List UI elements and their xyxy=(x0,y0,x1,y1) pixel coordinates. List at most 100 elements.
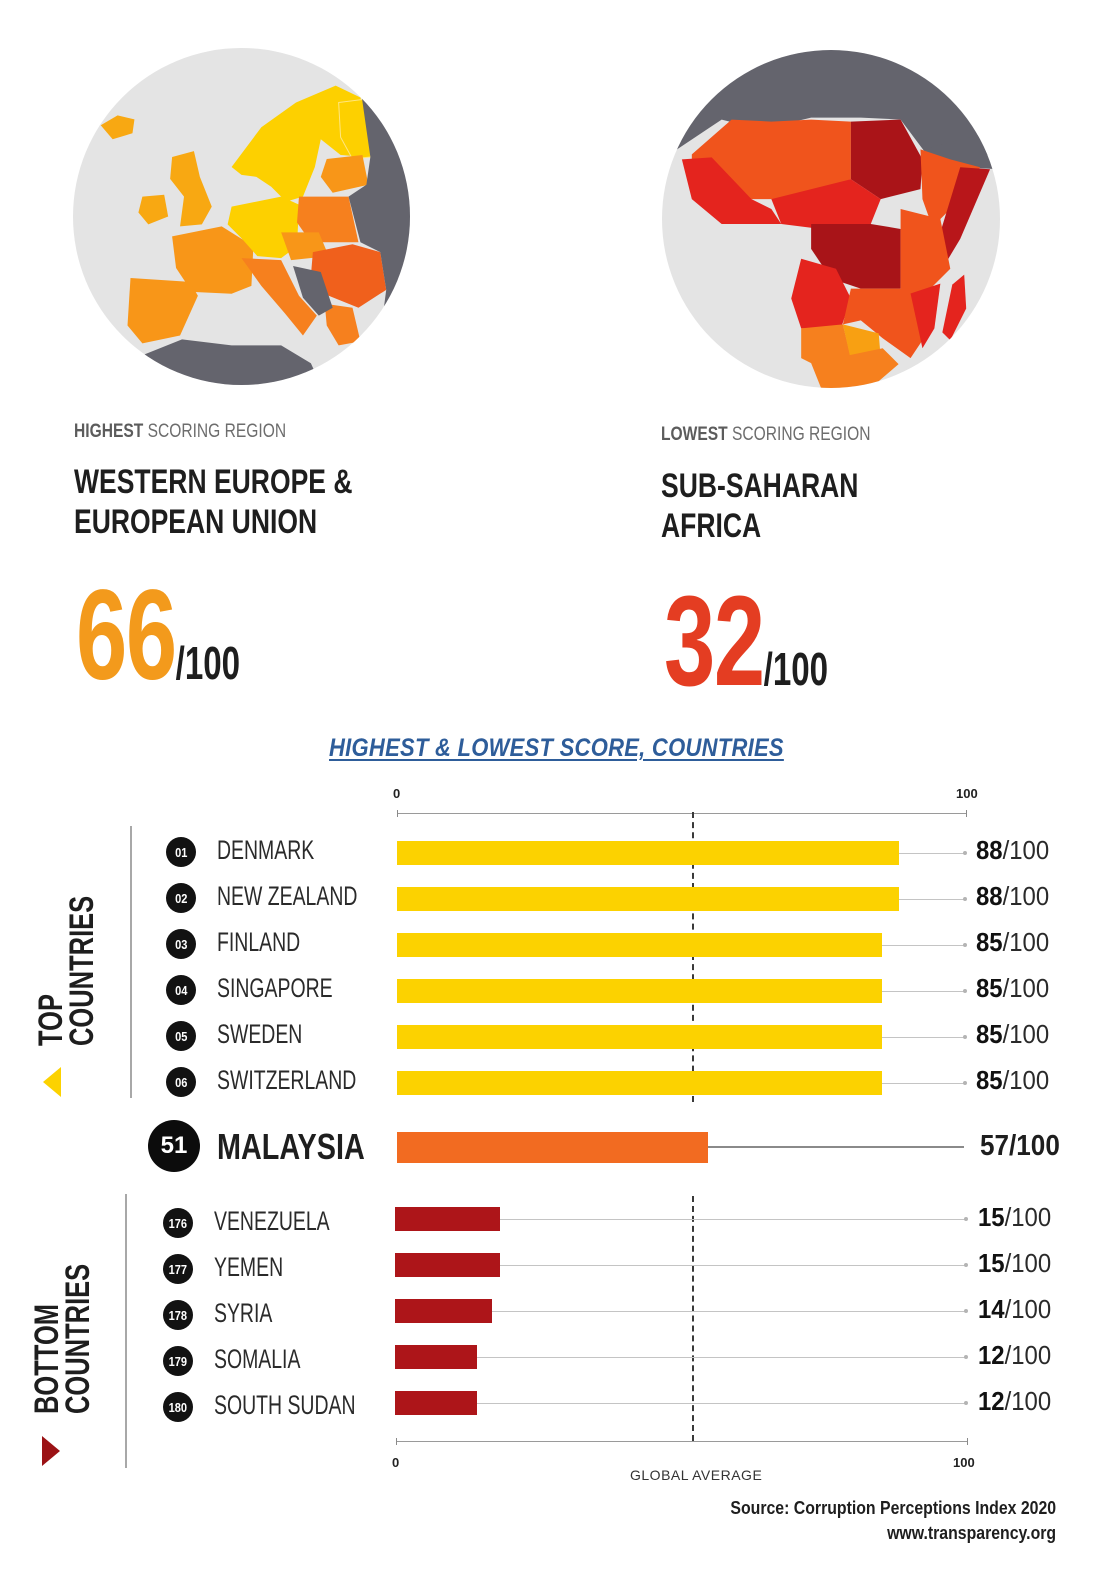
rank-number: 05 xyxy=(174,1028,188,1044)
rank-number: 176 xyxy=(168,1215,188,1231)
yellow-triangle-icon xyxy=(43,1067,61,1097)
score-label: 88/100 xyxy=(976,881,1049,911)
rank-badge: 178 xyxy=(163,1300,193,1330)
africa-map xyxy=(662,50,1000,388)
global-average-line-top xyxy=(692,812,694,1102)
red-triangle-icon xyxy=(42,1436,60,1466)
kicker-bold: LOWEST xyxy=(661,424,728,445)
rank-badge: 04 xyxy=(166,975,196,1005)
rank-number: 04 xyxy=(174,982,188,998)
lowest-region-kicker: LOWEST SCORING REGION xyxy=(661,424,870,446)
rank-badge: 177 xyxy=(163,1254,193,1284)
country-name: SWEDEN xyxy=(217,1019,303,1049)
bottom-axis-tick-min xyxy=(396,1438,397,1445)
score-label: 88/100 xyxy=(976,835,1049,865)
score-value: 15 xyxy=(978,1248,1005,1278)
top-group-rule xyxy=(130,826,132,1098)
source-text: Source: Corruption Perceptions Index 202… xyxy=(730,1498,1056,1518)
score-label: 12/100 xyxy=(978,1340,1051,1370)
score-label: 15/100 xyxy=(978,1202,1051,1232)
region-name-line-2: AFRICA xyxy=(661,507,762,545)
score-bar xyxy=(397,841,899,865)
score-value: 12 xyxy=(978,1386,1005,1416)
kicker-rest: SCORING REGION xyxy=(727,424,871,445)
leader-line xyxy=(882,945,966,946)
leader-dot xyxy=(964,1401,968,1405)
table-row: 06 SWITZERLAND 85/100 xyxy=(0,1062,1112,1102)
country-name: SOMALIA xyxy=(214,1344,301,1374)
score-label: 85/100 xyxy=(976,1019,1049,1049)
bottom-axis-max-label: 100 xyxy=(953,1455,975,1470)
rank-number: 177 xyxy=(168,1261,188,1277)
table-row: 177 YEMEN 15/100 xyxy=(0,1248,1112,1289)
country-name: YEMEN xyxy=(214,1252,284,1282)
leader-dot xyxy=(963,897,967,901)
chart-title: HIGHEST & LOWEST SCORE, COUNTRIES xyxy=(0,734,1112,763)
leader-dot xyxy=(963,1035,967,1039)
top-axis-tick-max xyxy=(966,810,967,817)
rank-badge: 180 xyxy=(163,1392,193,1422)
score-bar xyxy=(397,1025,882,1049)
rank-number: 179 xyxy=(168,1353,188,1369)
country-name: SWITZERLAND xyxy=(217,1065,357,1095)
score-label: 14/100 xyxy=(978,1294,1051,1324)
rank-number: 03 xyxy=(174,936,188,952)
score-value: 14 xyxy=(978,1294,1005,1324)
rank-badge: 02 xyxy=(166,883,196,913)
leader-line xyxy=(477,1357,966,1358)
score-label: 15/100 xyxy=(978,1248,1051,1278)
highlight-row-malaysia: 51 MALAYSIA 57/100 xyxy=(0,1120,1112,1176)
leader-dot xyxy=(964,1263,968,1267)
score-value: 88 xyxy=(976,835,1003,865)
score-denominator: /100 xyxy=(1004,1386,1052,1416)
leader-line xyxy=(500,1219,966,1220)
leader-dot xyxy=(964,1309,968,1313)
score-value: 85 xyxy=(976,973,1003,1003)
score-bar xyxy=(395,1391,477,1415)
leader-dot xyxy=(964,1217,968,1221)
rank-badge: 51 xyxy=(148,1120,200,1172)
score-value: 66 xyxy=(76,564,177,707)
score-bar xyxy=(395,1345,477,1369)
score-value: 88 xyxy=(976,881,1003,911)
score-bar xyxy=(397,933,882,957)
score-denominator: /100 xyxy=(1002,927,1050,957)
table-row: 176 VENEZUELA 15/100 xyxy=(0,1202,1112,1243)
country-name: FINLAND xyxy=(217,927,301,957)
score-denominator: /100 xyxy=(763,643,829,695)
lowest-region-name: SUB-SAHARAN AFRICA xyxy=(661,466,858,546)
country-name: SOUTH SUDAN xyxy=(214,1390,356,1420)
leader-dot xyxy=(963,989,967,993)
score-value: 85 xyxy=(976,1019,1003,1049)
bottom-axis-line xyxy=(396,1441,968,1442)
bottom-axis-min-label: 0 xyxy=(392,1455,400,1470)
lowest-region-score: 32/100 xyxy=(664,578,828,706)
score-denominator: /100 xyxy=(1002,835,1050,865)
rank-badge: 179 xyxy=(163,1346,193,1376)
region-name-line-2: EUROPEAN UNION xyxy=(74,503,318,541)
country-name: DENMARK xyxy=(217,835,315,865)
score-denominator: /100 xyxy=(175,637,241,689)
country-name: MALAYSIA xyxy=(217,1126,365,1167)
leader-line xyxy=(500,1265,966,1266)
table-row: 02 NEW ZEALAND 88/100 xyxy=(0,878,1112,918)
leader-dot xyxy=(963,851,967,855)
leader-line xyxy=(882,991,966,992)
rank-number: 06 xyxy=(174,1074,188,1090)
region-name-line-1: SUB-SAHARAN xyxy=(661,467,859,505)
rank-badge: 06 xyxy=(166,1067,196,1097)
score-label: 85/100 xyxy=(976,1065,1049,1095)
score-bar xyxy=(395,1207,500,1231)
score-bar xyxy=(397,1132,708,1163)
europe-map-graphic xyxy=(100,85,410,385)
leader-line xyxy=(882,1083,966,1084)
highest-region-kicker: HIGHEST SCORING REGION xyxy=(74,421,286,443)
country-name: SINGAPORE xyxy=(217,973,333,1003)
leader-line xyxy=(899,899,966,900)
source-url: www.transparency.org xyxy=(886,1523,1056,1543)
score-denominator: /100 xyxy=(1004,1248,1052,1278)
score-bar xyxy=(397,887,899,911)
score-value: 85 xyxy=(976,1065,1003,1095)
table-row: 04 SINGAPORE 85/100 xyxy=(0,970,1112,1010)
score-denominator: /100 xyxy=(1002,973,1050,1003)
